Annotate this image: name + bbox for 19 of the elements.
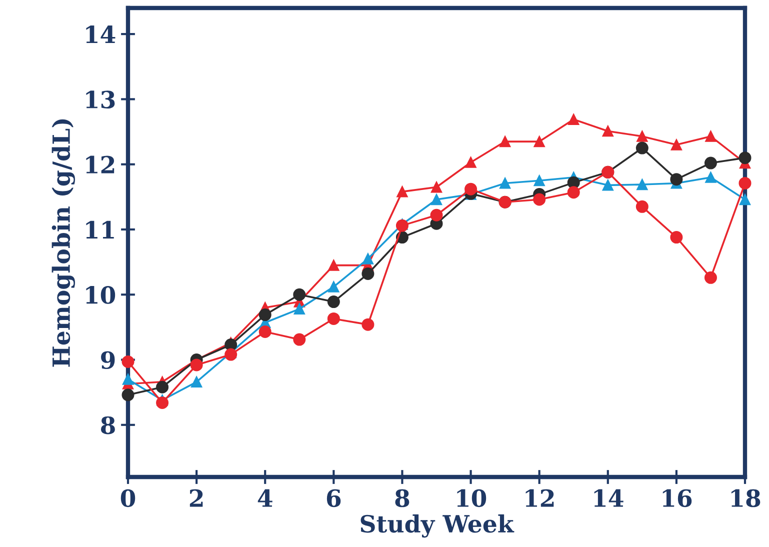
- x-tick-label: 18: [731, 489, 760, 508]
- x-tick-label: 16: [662, 489, 692, 508]
- x-tick-label: 8: [395, 489, 410, 508]
- x-tick-label: 4: [258, 489, 272, 507]
- y-axis-title: Hemoglobin (g/dL): [52, 119, 76, 367]
- x-tick-label: 0: [120, 489, 136, 508]
- y-tick-label: 8: [100, 416, 115, 434]
- y-tick-label: 11: [86, 220, 114, 238]
- x-tick-label: 2: [190, 489, 203, 507]
- y-tick-label: 10: [86, 286, 116, 304]
- y-tick-label: 14: [86, 26, 116, 44]
- x-tick-label: 6: [326, 489, 341, 508]
- x-tick-label: 14: [594, 489, 624, 507]
- x-tick-label: 10: [457, 489, 486, 508]
- y-tick-label: 13: [86, 90, 115, 108]
- y-tick-label: 12: [86, 156, 114, 174]
- x-axis-title: Study Week: [360, 514, 514, 538]
- y-tick-label: 9: [101, 351, 115, 370]
- x-tick-label: 12: [526, 489, 554, 507]
